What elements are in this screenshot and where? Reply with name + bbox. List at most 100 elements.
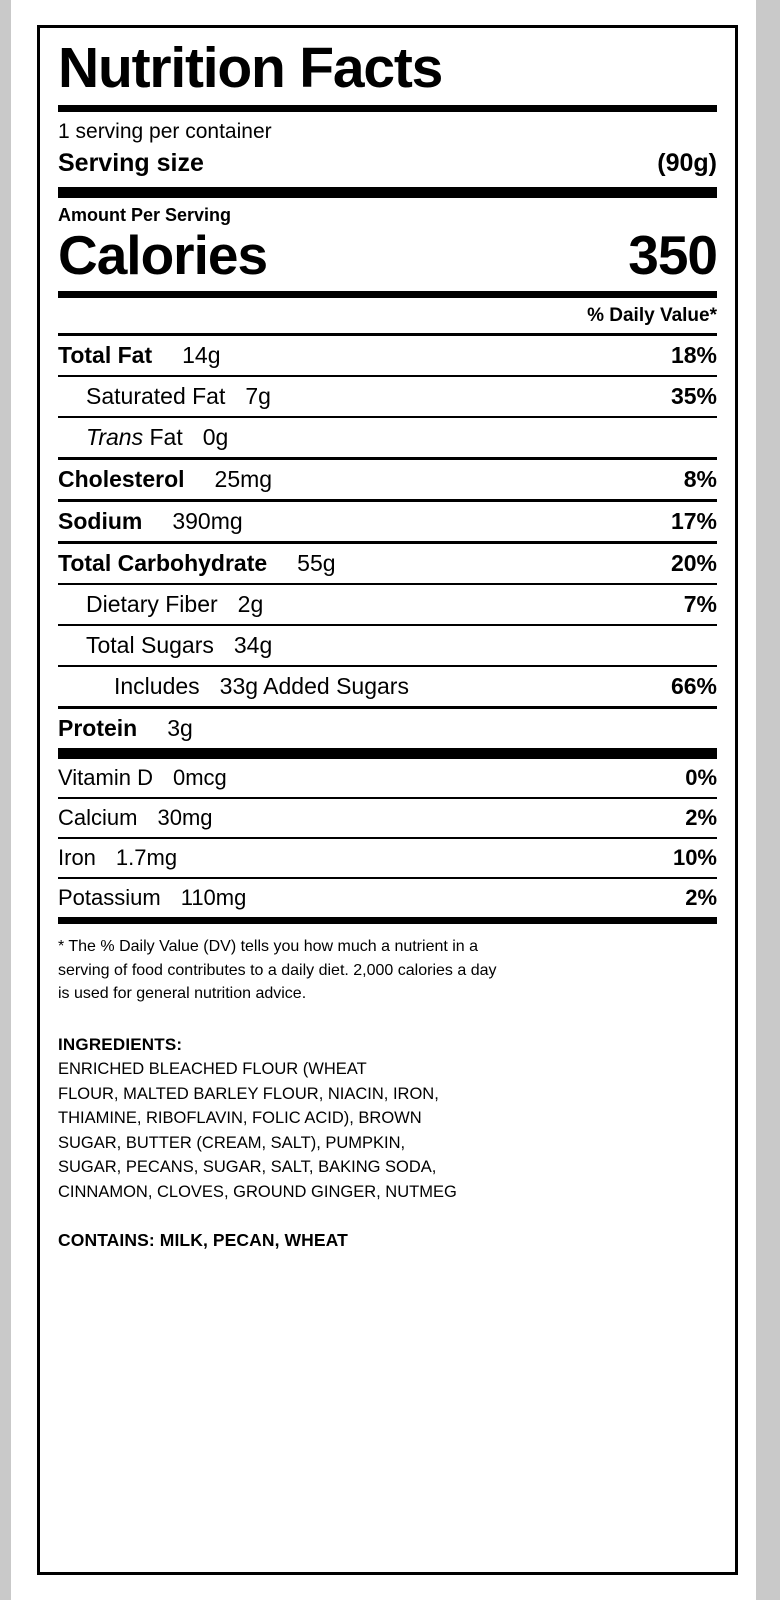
ingredients-heading: INGREDIENTS: xyxy=(58,1034,183,1054)
vitamin-daily-value: 10% xyxy=(672,845,717,871)
serving-size-label: Serving size xyxy=(58,149,204,177)
footnote-line-1: * The % Daily Value (DV) tells you how m… xyxy=(58,938,479,956)
vitamin-name-amount: Potassium 110mg xyxy=(58,887,246,909)
nutrient-name: Total Fat xyxy=(58,342,153,369)
daily-value-footnote: * The % Daily Value (DV) tells you how m… xyxy=(58,924,618,1005)
calories-row: Calories 350 xyxy=(58,224,718,291)
nutrient-row-divider xyxy=(58,624,717,627)
nutrient-amount: 14g xyxy=(182,342,221,369)
nutrient-row-divider xyxy=(58,333,717,337)
rule-under-protein xyxy=(58,748,717,760)
rule-under-title xyxy=(58,105,717,112)
ingredients-line: SUGAR, BUTTER (CREAM, SALT), PUMPKIN, xyxy=(58,1133,406,1152)
nutrient-row-divider xyxy=(58,583,717,586)
nutrient-amount: 3g xyxy=(167,715,193,742)
vitamin-row-divider xyxy=(58,877,717,880)
ingredients-line: THIAMINE, RIBOFLAVIN, FOLIC ACID), BROWN xyxy=(58,1109,422,1128)
vitamin-name-amount: Calcium 30mg xyxy=(58,807,213,829)
nutrient-row: Total Fat 14g 18% xyxy=(58,336,717,375)
nutrient-row: Total Carbohydrate 55g 20% xyxy=(58,544,717,583)
vitamin-amount: 1.7mg xyxy=(115,845,178,871)
nutrient-name: Includes xyxy=(114,673,200,700)
nutrient-name: Trans Fat xyxy=(86,424,183,451)
vitamin-name-amount: Iron 1.7mg xyxy=(58,847,177,869)
nutrient-daily-value: 8% xyxy=(683,466,717,493)
nutrient-amount: 33g Added Sugars xyxy=(219,673,409,700)
rule-under-vitamins xyxy=(58,917,717,925)
nutrient-row: Cholesterol 25mg 8% xyxy=(58,460,717,499)
vitamin-name: Vitamin D xyxy=(58,765,153,791)
nutrient-list: Total Fat 14g 18% Saturated Fat 7g 35% Trans F… xyxy=(58,333,717,748)
footnote-line-3: is used for general nutrition advice. xyxy=(58,984,307,1002)
nutrient-row-divider xyxy=(58,375,717,378)
nutrition-facts-panel: Nutrition Facts 1 serving per container … xyxy=(37,25,738,1575)
page-title: Nutrition Facts xyxy=(58,36,443,100)
nutrient-daily-value: 7% xyxy=(683,591,717,618)
nutrient-row-divider xyxy=(58,665,717,668)
calories-value: 350 xyxy=(628,224,718,286)
vitamin-name: Iron xyxy=(58,845,96,871)
vitamin-daily-value: 0% xyxy=(685,765,717,791)
vitamin-row: Iron 1.7mg 10% xyxy=(58,839,717,877)
nutrient-row-divider xyxy=(58,499,717,503)
nutrient-row: Includes 33g Added Sugars 66% xyxy=(58,667,717,706)
label-sheet: Nutrition Facts 1 serving per container … xyxy=(11,0,756,1600)
serving-size-value: (90g) xyxy=(657,149,717,177)
nutrient-amount: 7g xyxy=(245,383,271,410)
vitamin-row-divider xyxy=(58,837,717,840)
nutrient-amount: 0g xyxy=(202,424,229,451)
ingredients-line: CINNAMON, CLOVES, GROUND GINGER, NUTMEG xyxy=(58,1182,457,1201)
vitamin-daily-value: 2% xyxy=(685,805,717,831)
vitamin-row: Potassium 110mg 2% xyxy=(58,879,717,917)
nutrient-daily-value: 18% xyxy=(670,342,717,369)
nutrient-name: Total Carbohydrate xyxy=(58,550,268,577)
nutrient-row-divider xyxy=(58,706,717,710)
nutrient-daily-value: 66% xyxy=(670,673,717,700)
rule-under-serving-size xyxy=(58,187,717,198)
nutrient-row-divider xyxy=(58,416,717,419)
nutrient-amount: 390mg xyxy=(172,508,243,535)
calories-label: Calories xyxy=(58,224,268,286)
vitamin-amount: 30mg xyxy=(157,805,213,831)
nutrient-name: Saturated Fat xyxy=(86,383,226,410)
ingredients-line: FLOUR, MALTED BARLEY FLOUR, NIACIN, IRON… xyxy=(58,1084,439,1103)
nutrient-row-divider xyxy=(58,457,717,461)
nutrient-row: Saturated Fat 7g 35% xyxy=(58,377,717,416)
vitamin-row: Calcium 30mg 2% xyxy=(58,799,717,837)
nutrient-daily-value: 17% xyxy=(670,508,717,535)
contains-statement: CONTAINS: MILK, PECAN, WHEAT xyxy=(58,1230,348,1251)
nutrient-name: Total Sugars xyxy=(86,632,214,659)
vitamin-list: Vitamin D 0mcg 0% Calcium 30mg 2% Iron 1.7mg 10%… xyxy=(58,759,717,917)
nutrient-name: Protein xyxy=(58,715,138,742)
nutrient-name: Cholesterol xyxy=(58,466,185,493)
ingredients-line: ENRICHED BLEACHED FLOUR (WHEAT xyxy=(58,1059,367,1078)
nutrient-name: Sodium xyxy=(58,508,143,535)
nutrient-name: Dietary Fiber xyxy=(86,591,218,618)
ingredients-line: SUGAR, PECANS, SUGAR, SALT, BAKING SODA, xyxy=(58,1158,437,1177)
nutrient-amount: 2g xyxy=(237,591,264,618)
servings-per-container: 1 serving per container xyxy=(58,120,272,143)
nutrient-row: Dietary Fiber 2g 7% xyxy=(58,585,717,624)
vitamin-name-amount: Vitamin D 0mcg xyxy=(58,767,227,789)
nutrient-row: Sodium 390mg 17% xyxy=(58,502,717,541)
vitamin-name: Potassium xyxy=(58,885,161,911)
vitamin-row-divider xyxy=(58,797,717,800)
nutrient-amount: 25mg xyxy=(214,466,273,493)
nutrient-amount: 34g xyxy=(233,632,273,659)
nutrient-row: Trans Fat 0g xyxy=(58,418,717,457)
vitamin-daily-value: 2% xyxy=(685,885,717,911)
serving-size-row: Serving size (90g) xyxy=(58,147,717,187)
nutrient-row: Total Sugars 34g xyxy=(58,626,717,665)
vitamin-row: Vitamin D 0mcg 0% xyxy=(58,759,717,797)
vitamin-amount: 0mcg xyxy=(172,765,227,791)
nutrient-daily-value: 35% xyxy=(670,383,717,410)
nutrient-row: Protein 3g xyxy=(58,709,717,748)
rule-under-calories xyxy=(58,291,717,299)
ingredients-body: ENRICHED BLEACHED FLOUR (WHEAT FLOUR, MAL… xyxy=(58,1057,528,1204)
nutrient-row-divider xyxy=(58,541,717,545)
nutrient-amount: 55g xyxy=(297,550,336,577)
amount-per-serving-label: Amount Per Serving xyxy=(58,205,232,225)
footnote-line-2: serving of food contributes to a daily d… xyxy=(58,961,497,979)
vitamin-amount: 110mg xyxy=(180,885,247,911)
